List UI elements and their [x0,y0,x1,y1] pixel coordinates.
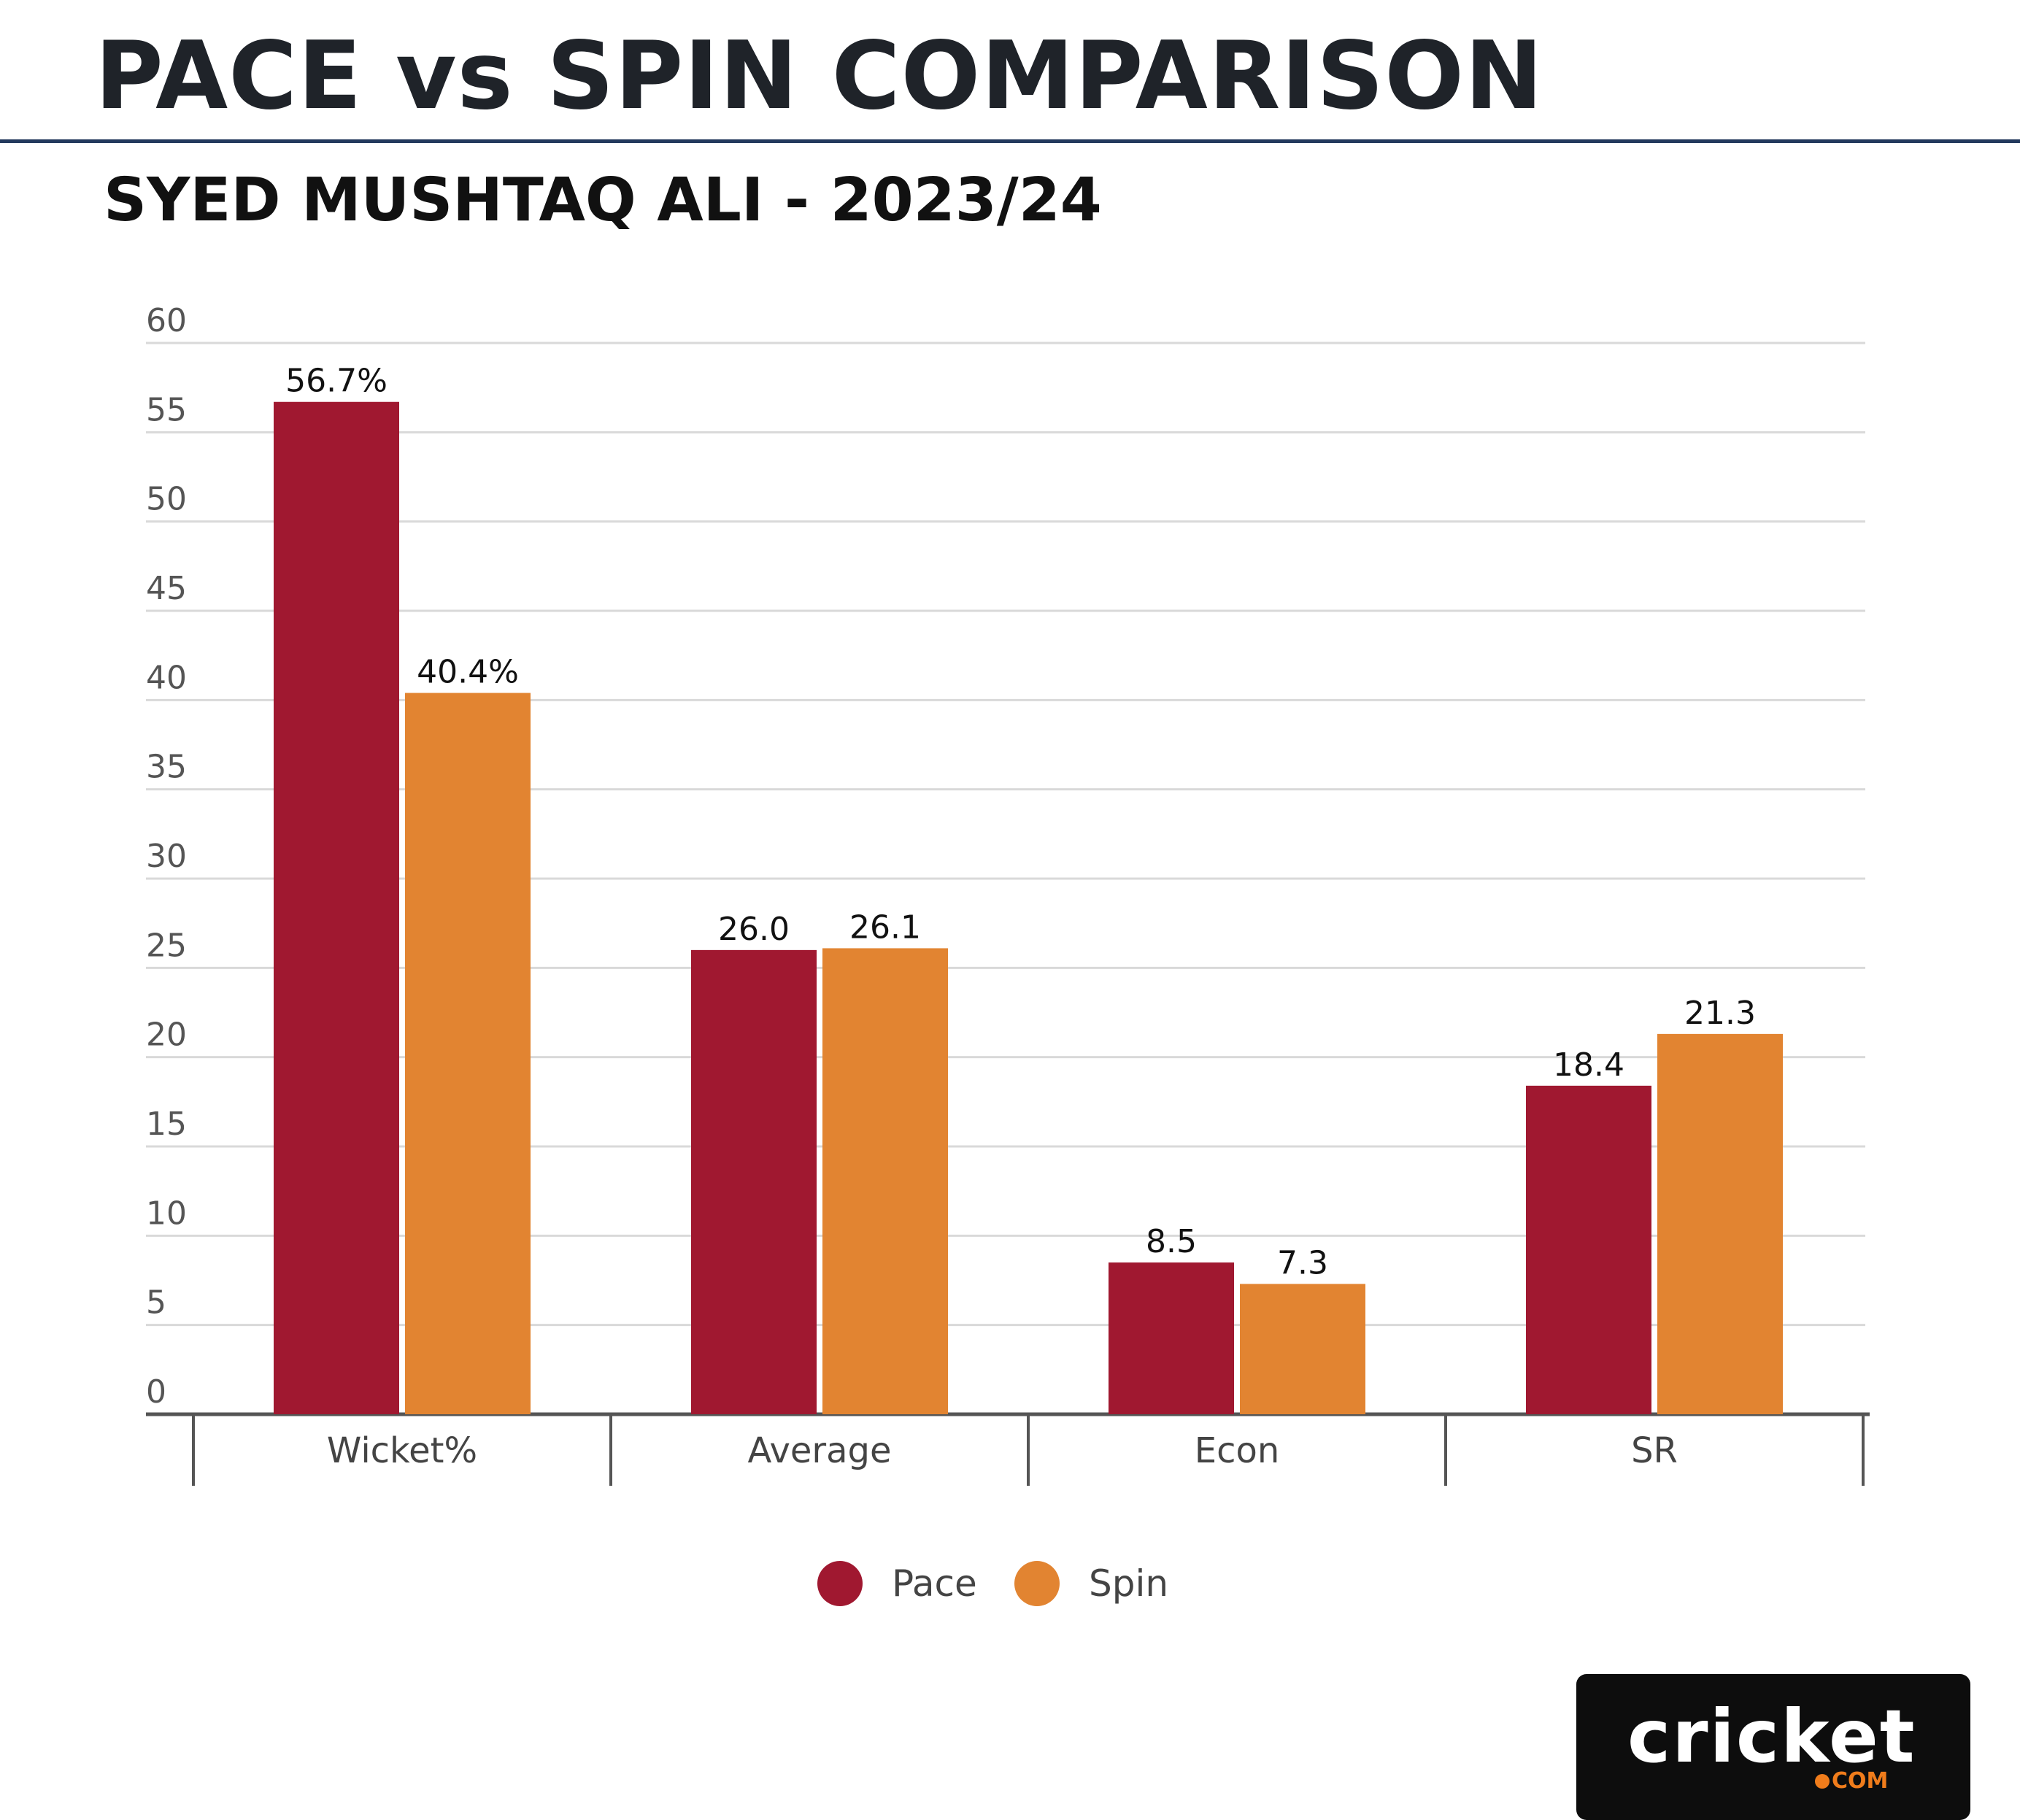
y-tick-label: 35 [146,749,187,786]
legend-swatch-pace [817,1561,863,1606]
y-tick-label: 40 [146,659,187,696]
x-tick-label: Wicket% [327,1430,477,1471]
y-tick-label: 5 [146,1284,166,1322]
bar-pace-econ [1109,1262,1234,1414]
bar-chart: 0 5 10 15 20 25 30 35 40 45 50 55 60 56.7% 40.4% Wicket… [146,302,1870,1486]
y-tick-label: 45 [146,570,187,607]
legend-item-spin[interactable]: Spin [1014,1554,1168,1613]
legend: Pace Spin [0,1554,2020,1613]
data-label: 18.4 [1553,1046,1624,1084]
legend-label-spin: Spin [1089,1562,1169,1605]
y-tick-label: 20 [146,1017,187,1054]
bar-spin-econ [1240,1284,1365,1414]
y-tick-label: 55 [146,391,187,428]
bar-pace-sr [1526,1085,1651,1414]
bar-pace-wicket [274,401,399,1414]
y-tick-label: 50 [146,481,187,518]
bar-spin-sr [1657,1033,1783,1414]
y-tick-label: 15 [146,1106,187,1143]
data-label: 8.5 [1146,1223,1197,1260]
x-tick-label: SR [1631,1430,1678,1471]
bar-spin-average [822,948,948,1414]
title-divider [0,139,2020,143]
logo-wordmark: cricket [1627,1694,1916,1779]
data-label: 26.0 [718,911,790,948]
legend-swatch-spin [1014,1561,1060,1606]
x-tick-label: Average [747,1430,891,1471]
y-tick-label: 10 [146,1195,187,1232]
y-tick-label: 25 [146,927,187,964]
logo-dot-icon [1815,1774,1830,1789]
bar-spin-wicket [405,693,531,1414]
logo-suffix: COM [1832,1768,1889,1794]
x-tick-label: Econ [1195,1430,1280,1471]
legend-label-pace: Pace [892,1562,977,1605]
chart-subtitle: SYED MUSHTAQ ALI - 2023/24 [104,166,1102,235]
bar-pace-average [691,949,817,1414]
cricket-logo: cricket COM [1576,1674,1970,1820]
chart-title: PACE vs SPIN COMPARISON [95,22,1544,131]
data-label: 7.3 [1277,1244,1328,1281]
data-label: 56.7% [285,363,388,400]
y-tick-label: 30 [146,838,187,875]
y-tick-label: 0 [146,1373,166,1411]
data-label: 21.3 [1684,995,1756,1032]
legend-item-pace[interactable]: Pace [817,1554,977,1613]
y-tick-label: 60 [146,302,187,339]
data-label: 26.1 [849,909,921,946]
data-label: 40.4% [417,654,519,691]
